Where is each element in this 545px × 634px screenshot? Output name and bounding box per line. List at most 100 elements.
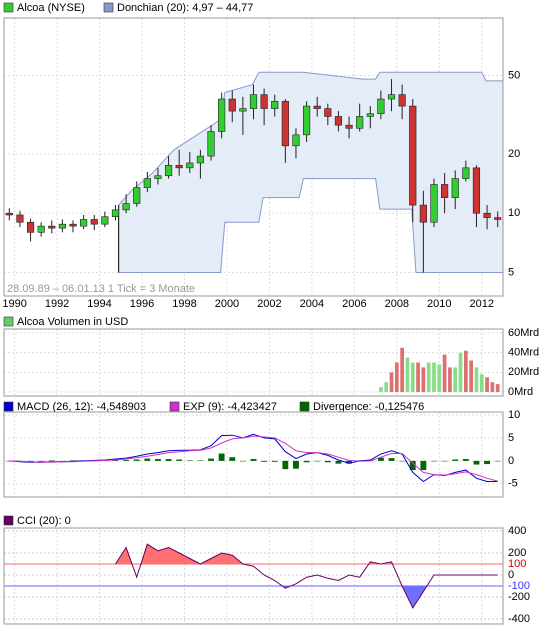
candle-body [409, 105, 417, 206]
candle-body [462, 167, 470, 179]
macd-line [9, 435, 498, 482]
x-tick-label: 2008 [385, 298, 409, 310]
volume-bar [432, 362, 436, 392]
candle-body [37, 225, 45, 233]
candle-body [175, 165, 183, 169]
cci-line [115, 543, 498, 610]
y-tick-label: 0Mrd [508, 386, 533, 398]
legend-swatch [103, 2, 114, 13]
divergence-bar [494, 460, 501, 462]
candle-body [122, 203, 130, 211]
volume-bar [416, 362, 420, 392]
divergence-bar [59, 460, 66, 462]
candle-body [186, 162, 194, 169]
divergence-bar [218, 453, 225, 461]
legend-label: MACD (26, 12): -4,548903 [17, 401, 146, 413]
volume-bar [389, 372, 394, 392]
candle-body [441, 184, 449, 198]
divergence-bar [431, 460, 437, 462]
divergence-bar [27, 460, 34, 462]
volume-bar [495, 384, 500, 392]
legend-swatch [169, 401, 180, 412]
candle-body [143, 178, 151, 188]
y-tick-label: -5 [508, 478, 518, 490]
divergence-bar [70, 460, 76, 461]
legend-swatch [299, 401, 310, 412]
candle-body [228, 98, 236, 112]
divergence-bar [197, 460, 204, 461]
volume-bar [490, 382, 495, 392]
divergence-bar [346, 460, 352, 464]
y-tick-label: 20 [508, 148, 520, 160]
divergence-bar [133, 459, 140, 461]
candle-body [356, 116, 364, 129]
divergence-bar [229, 457, 236, 461]
legend-label: CCI (20): 0 [17, 515, 71, 527]
divergence-bar [123, 459, 130, 461]
volume-bar [448, 367, 452, 392]
candle-body [334, 116, 343, 126]
y-tick-label: 40Mrd [508, 347, 539, 359]
candle-body [5, 212, 13, 216]
candle-body [207, 131, 215, 157]
legend-swatch [3, 2, 14, 13]
volume-bar [379, 387, 383, 392]
divergence-bar [452, 459, 459, 461]
candle-body [239, 108, 247, 112]
candle-body [133, 187, 141, 204]
volume-bar [453, 367, 458, 392]
divergence-bar [441, 460, 448, 462]
divergence-bar [388, 458, 395, 461]
candle-body [451, 178, 459, 198]
candle-body [80, 219, 88, 227]
y-tick-label: -100 [508, 580, 530, 592]
x-tick-label: 1990 [2, 298, 26, 310]
candle-body [313, 105, 321, 109]
candle-body [48, 225, 56, 229]
divergence-bar [208, 458, 214, 461]
candle-body [26, 221, 35, 233]
divergence-bar [176, 459, 183, 461]
divergence-bar [48, 460, 55, 461]
y-tick-label: 5 [508, 432, 514, 444]
y-tick-label: 400 [508, 525, 526, 537]
divergence-bar [377, 457, 384, 461]
volume-bar [437, 364, 442, 392]
candle-body [483, 212, 491, 218]
divergence-bar [324, 460, 331, 463]
candle-body [302, 105, 311, 136]
divergence-bar [271, 460, 278, 462]
candle-body [260, 94, 268, 109]
candle-body [58, 223, 66, 229]
x-tick-label: 1992 [45, 298, 69, 310]
x-tick-label: 1998 [172, 298, 196, 310]
divergence-bar [335, 460, 342, 464]
volume-bar [405, 357, 410, 392]
legend-label: Alcoa Volumen in USD [17, 316, 128, 328]
donchian-lower [118, 178, 503, 273]
candle-body [398, 94, 406, 107]
legend-swatch [3, 316, 14, 327]
candle-body [281, 101, 289, 147]
x-tick-label: 2006 [342, 298, 366, 310]
y-tick-label: 50 [508, 69, 520, 81]
candle-body [324, 108, 332, 117]
panel-frame [3, 527, 504, 625]
divergence-bar [38, 460, 45, 462]
legend-label: Donchian (20): 4,97 – 44,77 [117, 2, 253, 14]
volume-bar [458, 352, 463, 392]
candle-body [430, 184, 438, 223]
panel-border [3, 527, 504, 625]
volume-bar [400, 347, 404, 392]
candle-body [101, 216, 109, 225]
candle-body [249, 94, 258, 109]
panel-border [3, 328, 504, 397]
volume-bar [394, 362, 399, 392]
y-tick-label: 60Mrd [508, 327, 539, 339]
legend-label: EXP (9): -4,423427 [183, 401, 277, 413]
annotation: 28.09.89 – 06.01.13 1 Tick = 3 Monate [7, 283, 195, 295]
divergence-bar [144, 458, 151, 461]
panel-frame [3, 411, 504, 498]
x-tick-label: 2000 [215, 298, 239, 310]
